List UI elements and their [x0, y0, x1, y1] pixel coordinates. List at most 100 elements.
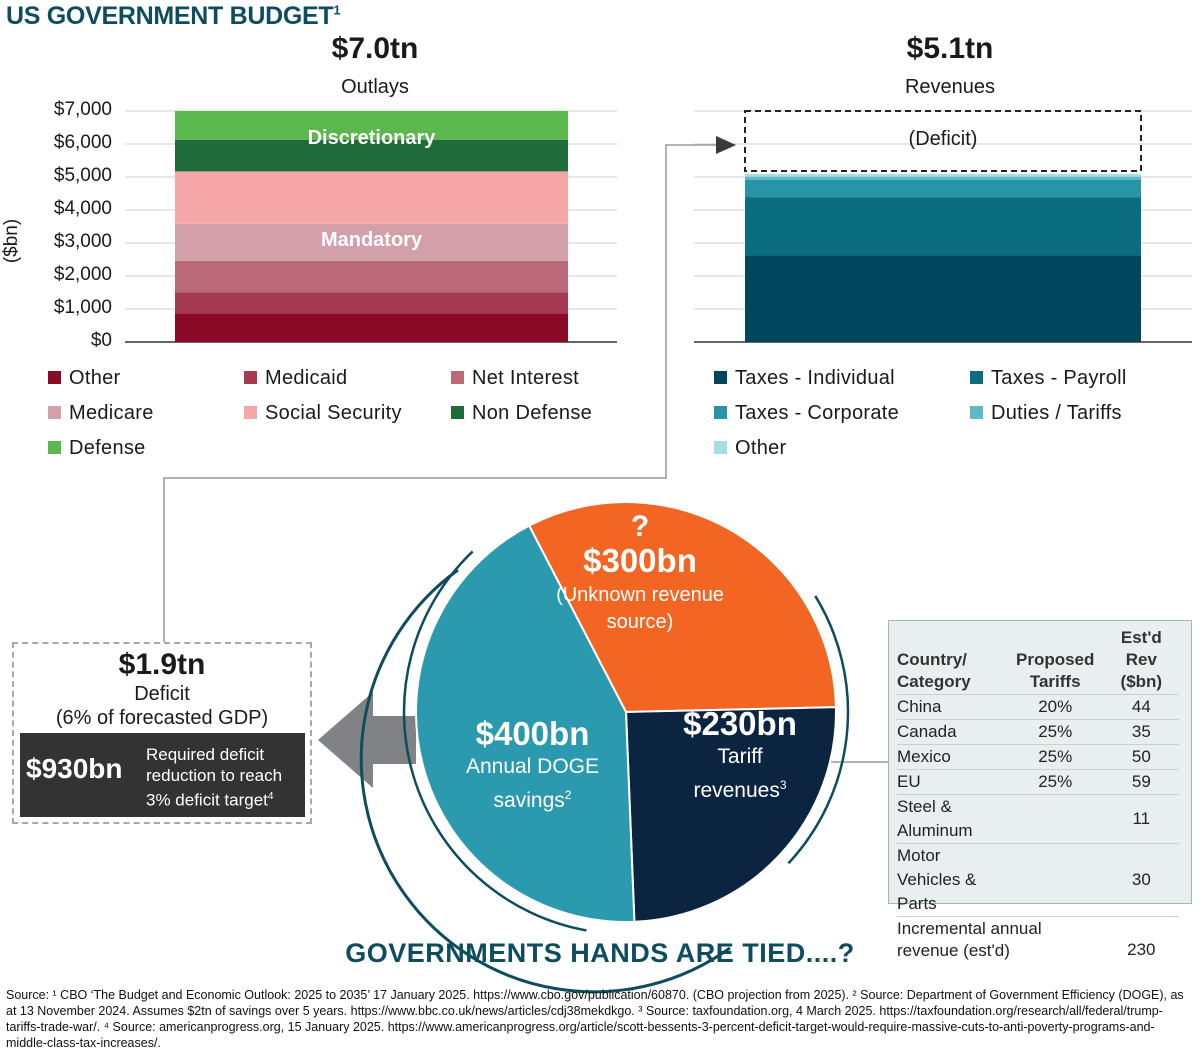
table-row: EU 25% 59: [897, 769, 1179, 795]
legend-item: Other: [714, 437, 787, 460]
deficit-value: $1.9tn: [118, 648, 206, 681]
pie-slice: [527, 501, 837, 714]
legend-item: Taxes - Individual: [714, 367, 895, 390]
y-tick-label: $5,000: [53, 165, 112, 186]
required-line1: Required deficit: [146, 745, 265, 764]
pie-outer-ring: [359, 568, 731, 994]
doge-desc1: Annual DOGE: [465, 755, 600, 778]
revenues-bar-segment-taxes-individual: [745, 255, 1141, 342]
legend-label: Defense: [69, 437, 146, 459]
legend-label: Other: [735, 437, 787, 459]
table-cell-tariff: [1006, 794, 1104, 844]
total-value: 230: [1103, 916, 1179, 962]
y-tick-label: $6,000: [53, 132, 112, 153]
required-note: 4: [267, 791, 274, 802]
legend-item: Social Security: [244, 402, 402, 425]
required-text: Required deficit reduction to reach 3% d…: [146, 744, 282, 811]
pie-ring-left: [402, 550, 587, 932]
table-cell-country: EU: [897, 769, 1007, 795]
deficit-dashed-box: [744, 110, 1142, 173]
outlays-total: $7.0tn: [331, 32, 419, 65]
y-tick-label: $7,000: [53, 99, 112, 120]
pie-chart: [402, 501, 850, 932]
legend-label: Taxes - Payroll: [991, 367, 1127, 389]
legend-item: Medicaid: [244, 367, 347, 390]
table-cell-country: China: [897, 694, 1007, 720]
total-label: Incremental annual revenue (est'd): [897, 916, 1104, 962]
outlays-bar-segment-non-defense: [175, 139, 568, 172]
legend-item: Medicare: [48, 402, 154, 425]
legend-swatch: [970, 406, 983, 419]
big-left-arrow: [318, 692, 416, 788]
tagline: GOVERNMENTS HANDS ARE TIED....?: [345, 938, 855, 968]
legend-label: Taxes - Corporate: [735, 402, 900, 424]
legend-label: Medicare: [69, 402, 154, 424]
pie-label-tariff: $230bn Tariff revenues3: [655, 705, 825, 805]
legend-label: Non Defense: [472, 402, 593, 424]
table-row-total: Incremental annual revenue (est'd) 230: [897, 916, 1179, 962]
table-row: Mexico 25% 50: [897, 744, 1179, 770]
legend-swatch: [714, 441, 727, 454]
table-header-tariff: Proposed Tariffs: [1016, 650, 1095, 691]
required-line3: 3% deficit target: [146, 790, 268, 810]
legend-swatch: [244, 406, 257, 419]
deficit-detail: (6% of forecasted GDP): [55, 707, 269, 729]
revenues-bar-segment-duties-tariffs: [745, 176, 1141, 180]
revenues-bar-segment-taxes-payroll: [745, 197, 1141, 256]
legend-label: Taxes - Individual: [735, 367, 895, 389]
legend-swatch: [451, 371, 464, 384]
mandatory-label: Mandatory: [320, 229, 423, 251]
legend-item: Taxes - Payroll: [970, 367, 1127, 390]
legend-item: Defense: [48, 437, 146, 460]
table-cell-rev: 11: [1103, 794, 1179, 844]
budget-bar-charts: [125, 110, 1192, 343]
outlays-bar-segment-medicaid: [175, 292, 568, 314]
table-cell-tariff: 25%: [1006, 719, 1104, 745]
legend-label: Social Security: [265, 402, 402, 424]
revenues-total: $5.1tn: [906, 32, 994, 65]
unknown-value: $300bn: [583, 542, 697, 579]
table-row: China 20% 44: [897, 694, 1179, 720]
legend-label: Medicaid: [265, 367, 348, 389]
legend-item: Duties / Tariffs: [970, 402, 1122, 425]
unknown-mark: ?: [630, 510, 650, 543]
pie-slice: [624, 706, 837, 923]
required-value: $930bn: [26, 753, 123, 784]
legend-label: Other: [69, 367, 121, 389]
tariff-table: Country/Category Proposed Tariffs Est'd Re…: [888, 620, 1192, 962]
legend-swatch: [970, 371, 983, 384]
deficit-label: Deficit: [134, 683, 190, 705]
table-cell-tariff: 20%: [1006, 694, 1104, 720]
legend-item: Other: [48, 367, 121, 390]
legend-label: Net Interest: [472, 367, 579, 389]
outlays-label: Outlays: [341, 76, 409, 98]
legend-swatch: [244, 371, 257, 384]
table-cell-tariff: 25%: [1006, 744, 1104, 770]
legend-swatch: [48, 371, 61, 384]
revenues-label: Revenues: [904, 76, 996, 98]
revenues-bar-segment-other: [745, 174, 1141, 177]
legend-label: Duties / Tariffs: [991, 402, 1122, 424]
doge-desc2: savings: [493, 789, 565, 812]
y-tick-label: $1,000: [53, 297, 112, 318]
connectors: [163, 136, 888, 994]
legend-swatch: [451, 406, 464, 419]
table-cell-tariff: 25%: [1006, 769, 1104, 795]
required-line2: reduction to reach: [146, 766, 283, 785]
tariff-value: $230bn: [683, 705, 797, 742]
revenues-bar-segment-taxes-corporate: [745, 179, 1141, 198]
page-title: US GOVERNMENT BUDGET1: [6, 2, 341, 30]
table-cell-rev: 30: [1103, 843, 1179, 917]
table-cell-rev: 59: [1103, 769, 1179, 795]
table-cell-rev: 35: [1103, 719, 1179, 745]
table-row: Motor Vehicles & Parts 30: [897, 843, 1179, 917]
table-cell-rev: 50: [1103, 744, 1179, 770]
deficit-box-label: (Deficit): [908, 128, 978, 150]
tariff-desc2: revenues: [693, 779, 780, 802]
unknown-desc1: (Unknown revenue: [556, 584, 724, 606]
table-row: Canada 25% 35: [897, 719, 1179, 745]
doge-value: $400bn: [475, 715, 590, 752]
deficit-connector-line: [163, 144, 718, 642]
outlays-bar-segment-net-interest: [175, 260, 568, 293]
outlays-bar-segment-medicare: [175, 223, 568, 261]
